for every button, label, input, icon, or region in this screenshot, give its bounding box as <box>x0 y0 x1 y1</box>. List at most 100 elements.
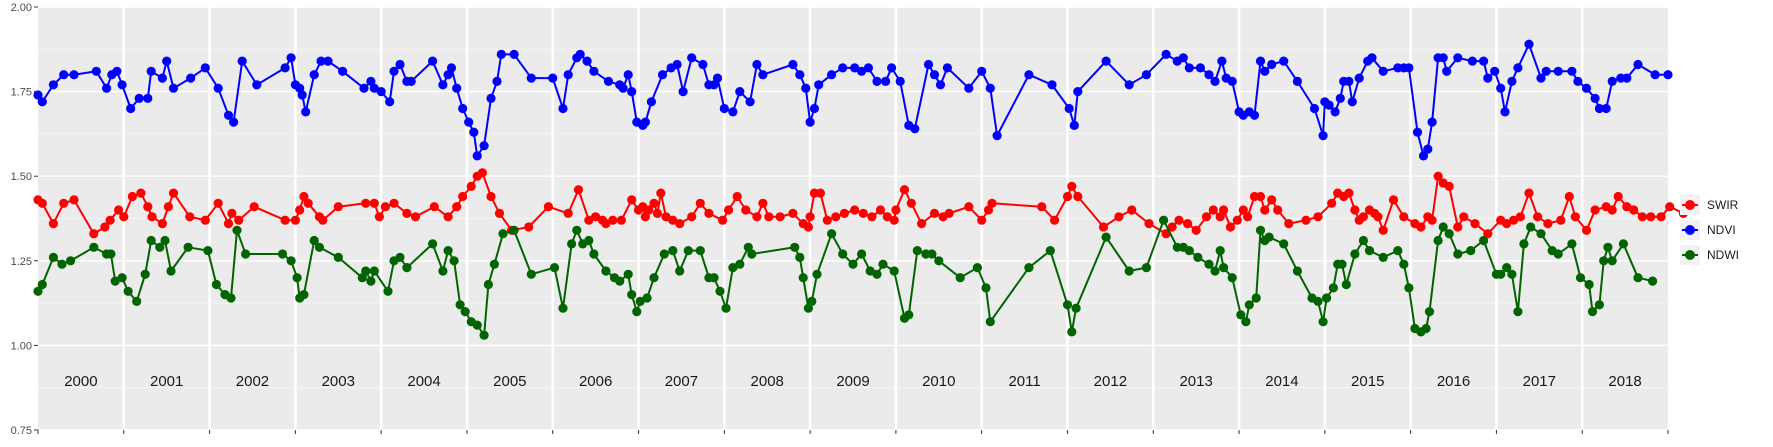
data-point-ndwi <box>1444 229 1454 239</box>
data-point-ndvi <box>942 63 953 73</box>
data-point-ndwi <box>241 249 251 259</box>
data-point-swir <box>656 188 666 198</box>
data-point-ndwi <box>1159 215 1169 225</box>
data-point-swir <box>1444 181 1454 191</box>
data-point-swir <box>1260 205 1270 215</box>
data-point-ndvi <box>1467 56 1477 66</box>
data-point-swir <box>1127 205 1137 215</box>
data-point-swir <box>1433 171 1443 181</box>
data-point-ndvi <box>735 87 745 97</box>
data-point-swir <box>889 215 899 225</box>
data-point-ndwi <box>132 296 142 306</box>
data-point-swir <box>608 215 618 225</box>
data-point-ndvi <box>809 103 820 114</box>
data-point-ndwi <box>1587 307 1598 317</box>
data-point-ndwi <box>715 286 725 296</box>
data-point-ndwi <box>615 276 625 286</box>
data-point-ndvi <box>338 66 348 76</box>
legend-swatch-point-swir <box>1685 200 1695 210</box>
data-point-swir <box>944 208 954 218</box>
data-point-ndvi <box>548 73 558 83</box>
data-point-ndvi <box>1124 80 1134 90</box>
data-point-swir <box>987 198 997 208</box>
data-point-ndwi <box>37 279 47 290</box>
year-label: 2003 <box>322 373 355 390</box>
data-point-swir <box>1656 212 1666 222</box>
data-point-ndwi <box>632 307 642 317</box>
data-point-ndwi <box>1204 259 1214 269</box>
data-point-ndvi <box>1309 103 1320 114</box>
data-point-swir <box>867 212 877 222</box>
data-point-swir <box>858 208 868 218</box>
data-point-ndwi <box>1219 263 1229 273</box>
data-point-ndwi <box>140 269 150 279</box>
data-point-ndwi <box>1193 252 1203 262</box>
data-point-ndwi <box>1393 246 1403 256</box>
data-point-swir <box>380 202 390 212</box>
data-point-ndvi <box>1483 73 1493 83</box>
data-point-ndwi <box>567 239 577 249</box>
data-point-ndvi <box>623 70 633 80</box>
data-point-swir <box>584 215 594 225</box>
data-point-ndvi <box>112 66 122 76</box>
data-point-ndvi <box>385 97 395 107</box>
data-point-ndvi <box>923 59 934 70</box>
data-point-ndwi <box>709 273 719 283</box>
data-point-ndvi <box>134 93 144 103</box>
data-point-ndvi <box>1479 56 1489 66</box>
data-point-ndvi <box>389 66 399 76</box>
data-point-swir <box>661 212 671 222</box>
year-label: 2009 <box>836 373 869 390</box>
year-label: 2018 <box>1608 373 1641 390</box>
data-point-ndwi <box>369 266 379 276</box>
data-point-ndvi <box>745 97 755 107</box>
data-point-swir <box>369 198 379 208</box>
data-point-ndvi <box>589 66 599 76</box>
data-point-ndwi <box>904 310 914 320</box>
data-point-ndvi <box>1141 70 1151 80</box>
data-point-ndvi <box>69 70 79 80</box>
data-point-ndwi <box>1236 310 1246 320</box>
data-point-ndwi <box>972 263 983 273</box>
data-point-ndwi <box>1318 317 1328 327</box>
data-point-ndvi <box>369 83 379 93</box>
data-point-ndvi <box>509 49 519 60</box>
data-point-swir <box>168 188 179 198</box>
data-point-swir <box>601 219 611 229</box>
data-point-swir <box>1378 225 1388 235</box>
data-point-ndwi <box>1313 296 1323 306</box>
data-point-ndvi <box>1412 127 1423 137</box>
data-point-ndwi <box>395 252 405 262</box>
data-point-ndvi <box>805 117 815 127</box>
data-point-swir <box>1232 215 1242 225</box>
data-point-ndvi <box>1227 76 1237 86</box>
data-point-ndwi <box>549 263 560 273</box>
data-point-swir <box>1273 205 1283 215</box>
data-point-ndvi <box>1047 80 1057 90</box>
data-point-ndwi <box>985 317 995 327</box>
data-point-ndwi <box>981 283 991 293</box>
data-point-ndwi <box>1438 222 1448 232</box>
data-point-swir <box>105 215 115 225</box>
data-point-ndvi <box>366 76 376 86</box>
data-point-swir <box>1067 181 1077 191</box>
data-point-swir <box>1470 219 1480 229</box>
data-point-ndwi <box>1507 269 1517 279</box>
data-point-ndvi <box>157 73 167 83</box>
data-point-ndvi <box>1178 53 1188 63</box>
data-point-swir <box>1050 215 1060 225</box>
data-point-swir <box>675 219 685 229</box>
data-point-ndvi <box>627 87 637 97</box>
data-point-ndwi <box>1648 276 1658 286</box>
data-point-swir <box>1267 195 1277 205</box>
data-point-ndvi <box>1204 70 1214 80</box>
data-point-ndwi <box>683 246 693 256</box>
data-point-ndvi <box>1195 63 1205 73</box>
data-point-swir <box>1327 198 1337 208</box>
data-point-ndvi <box>563 70 573 80</box>
data-point-swir <box>1350 205 1360 215</box>
data-point-ndwi <box>1378 252 1388 262</box>
data-point-ndvi <box>977 66 987 76</box>
data-point-ndvi <box>698 59 708 70</box>
legend-label-swir: SWIR <box>1707 198 1739 212</box>
